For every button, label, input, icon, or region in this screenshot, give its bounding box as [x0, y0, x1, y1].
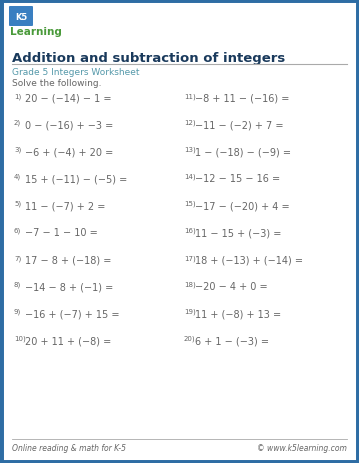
Text: 5): 5)	[14, 200, 21, 207]
Text: 18): 18)	[184, 282, 196, 288]
Text: 11 − (−7) + 2 =: 11 − (−7) + 2 =	[25, 201, 106, 211]
Text: 20): 20)	[184, 335, 196, 342]
Text: −8 + 11 − (−16) =: −8 + 11 − (−16) =	[195, 94, 289, 103]
Text: −20 − 4 + 0 =: −20 − 4 + 0 =	[195, 282, 267, 292]
Text: 7): 7)	[14, 255, 21, 261]
FancyBboxPatch shape	[9, 7, 33, 27]
Text: 3): 3)	[14, 147, 21, 153]
Text: 20 + 11 + (−8) =: 20 + 11 + (−8) =	[25, 336, 111, 346]
Text: 13): 13)	[184, 147, 196, 153]
Text: −16 + (−7) + 15 =: −16 + (−7) + 15 =	[25, 309, 120, 319]
Text: Learning: Learning	[10, 27, 62, 37]
Text: © www.k5learning.com: © www.k5learning.com	[257, 443, 347, 452]
Text: 10): 10)	[14, 335, 26, 342]
Text: 2): 2)	[14, 120, 21, 126]
Text: 9): 9)	[14, 308, 21, 315]
Text: 1): 1)	[14, 93, 21, 99]
Text: −17 − (−20) + 4 =: −17 − (−20) + 4 =	[195, 201, 290, 211]
Text: −7 − 1 − 10 =: −7 − 1 − 10 =	[25, 228, 98, 238]
Text: 4): 4)	[14, 174, 21, 180]
Text: 17): 17)	[184, 255, 196, 261]
Text: 6 + 1 − (−3) =: 6 + 1 − (−3) =	[195, 336, 269, 346]
Text: −14 − 8 + (−1) =: −14 − 8 + (−1) =	[25, 282, 113, 292]
Text: Online reading & math for K-5: Online reading & math for K-5	[12, 443, 126, 452]
Text: 0 − (−16) + −3 =: 0 − (−16) + −3 =	[25, 120, 113, 130]
Text: 18 + (−13) + (−14) =: 18 + (−13) + (−14) =	[195, 255, 303, 265]
Text: 15): 15)	[184, 200, 196, 207]
Text: 11 − 15 + (−3) =: 11 − 15 + (−3) =	[195, 228, 281, 238]
Text: 14): 14)	[184, 174, 196, 180]
Text: 16): 16)	[184, 227, 196, 234]
Text: 20 − (−14) − 1 =: 20 − (−14) − 1 =	[25, 94, 112, 103]
Text: 1 − (−18) − (−9) =: 1 − (−18) − (−9) =	[195, 147, 291, 157]
Text: 11 + (−8) + 13 =: 11 + (−8) + 13 =	[195, 309, 281, 319]
Text: Solve the following.: Solve the following.	[12, 79, 102, 88]
Text: K5: K5	[15, 13, 27, 21]
Text: −11 − (−2) + 7 =: −11 − (−2) + 7 =	[195, 120, 284, 130]
Text: Addition and subtraction of integers: Addition and subtraction of integers	[12, 52, 285, 65]
Text: 6): 6)	[14, 227, 21, 234]
Text: −12 − 15 − 16 =: −12 − 15 − 16 =	[195, 174, 280, 184]
Text: 11): 11)	[184, 93, 196, 99]
Text: Grade 5 Integers Worksheet: Grade 5 Integers Worksheet	[12, 68, 140, 77]
Text: −6 + (−4) + 20 =: −6 + (−4) + 20 =	[25, 147, 113, 157]
Text: 8): 8)	[14, 282, 21, 288]
Text: 12): 12)	[184, 120, 196, 126]
Text: 17 − 8 + (−18) =: 17 − 8 + (−18) =	[25, 255, 111, 265]
Text: 15 + (−11) − (−5) =: 15 + (−11) − (−5) =	[25, 174, 127, 184]
Text: 19): 19)	[184, 308, 196, 315]
